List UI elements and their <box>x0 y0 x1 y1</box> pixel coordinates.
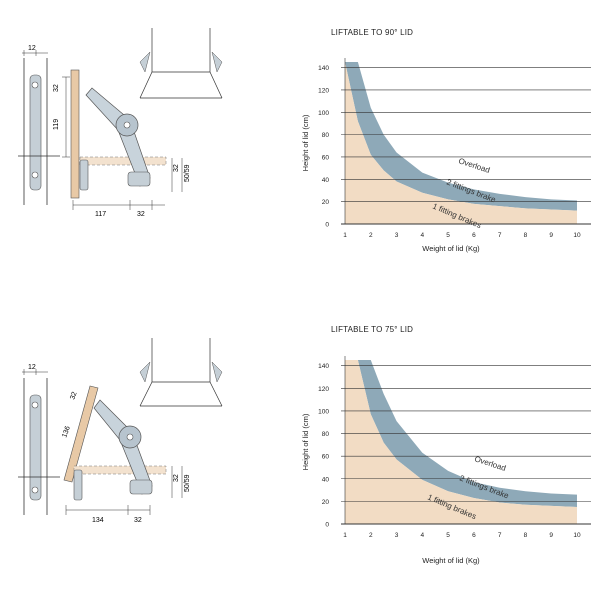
y-tick-label: 140 <box>318 363 329 370</box>
overload-band <box>345 62 577 211</box>
dim-height: 119 <box>53 119 60 130</box>
dim-right-b: 50/59 <box>184 474 191 492</box>
x-tick-label: 4 <box>421 532 425 539</box>
x-tick-label: 9 <box>549 532 553 539</box>
y-tick-label: 60 <box>322 154 330 161</box>
y-tick-label: 100 <box>318 408 329 415</box>
dim-arm-top: 32 <box>69 391 78 401</box>
region-annotation: Overload <box>457 156 491 175</box>
brake-region <box>345 62 577 224</box>
x-tick-label: 6 <box>472 232 476 239</box>
chart-title: LIFTABLE TO 90° LID <box>331 28 414 37</box>
y-tick-label: 140 <box>318 65 329 72</box>
x-axis-label: Weight of lid (Kg) <box>422 244 480 253</box>
x-tick-label: 4 <box>421 232 425 239</box>
dim-bottom-left: 117 <box>95 211 106 218</box>
panel-90: 12 32 119 117 32 32 50/59 LIFTABLE TO 90… <box>18 28 591 253</box>
y-tick-label: 0 <box>325 522 329 529</box>
y-axis-label: Height of lid (cm) <box>301 114 310 171</box>
chart-title: LIFTABLE TO 75° LID <box>331 325 414 334</box>
x-tick-label: 7 <box>498 532 502 539</box>
y-tick-label: 20 <box>322 499 330 506</box>
x-tick-label: 5 <box>446 532 450 539</box>
y-tick-label: 0 <box>325 222 329 229</box>
x-tick-label: 5 <box>446 232 450 239</box>
dim-top-width: 12 <box>28 45 36 52</box>
x-tick-label: 8 <box>524 532 528 539</box>
region-annotation: Overload <box>473 454 507 473</box>
side-view-left <box>18 369 60 515</box>
dim-bottom-left: 134 <box>92 517 104 524</box>
brake-region <box>345 360 577 524</box>
x-tick-label: 10 <box>573 532 581 539</box>
panel-75: 12 32 136 134 32 32 50/59 LIFTABLE TO 75… <box>0 300 600 600</box>
dim-right-a: 32 <box>173 474 180 482</box>
dim-right-b: 50/59 <box>184 164 191 182</box>
y-tick-label: 20 <box>322 199 330 206</box>
cabinet-thumbnail-75 <box>139 338 223 407</box>
x-tick-label: 1 <box>343 532 347 539</box>
x-tick-label: 2 <box>369 532 373 539</box>
dim-right-a: 32 <box>173 164 180 172</box>
chart-75: 0 20 40 60 80 100 120 140 1 2 3 4 5 6 7 8 9 10 Weight of l… <box>301 356 591 565</box>
dim-bottom-right: 32 <box>134 517 142 524</box>
x-tick-label: 6 <box>472 532 476 539</box>
dim-top-width: 12 <box>28 364 36 371</box>
dim-bottom-right: 32 <box>137 211 145 218</box>
mechanism-view <box>62 69 183 210</box>
x-axis-label: Weight of lid (Kg) <box>422 556 480 565</box>
mechanism-view <box>63 385 183 515</box>
side-view-left <box>18 50 60 205</box>
dim-height: 136 <box>61 425 72 438</box>
x-tick-label: 2 <box>369 232 373 239</box>
x-tick-label: 7 <box>498 232 502 239</box>
y-tick-label: 60 <box>322 454 330 461</box>
hinge-drawing-75: 12 32 136 134 32 32 50/59 <box>18 338 223 524</box>
x-tick-label: 3 <box>395 232 399 239</box>
x-tick-label: 9 <box>549 232 553 239</box>
y-tick-label: 40 <box>322 476 330 483</box>
y-tick-label: 40 <box>322 177 330 184</box>
chart-90: 0 20 40 60 80 100 120 140 1 2 3 4 5 6 7 8 9 10 Weight of l… <box>301 58 591 253</box>
y-tick-label: 80 <box>322 132 330 139</box>
y-tick-label: 120 <box>318 386 329 393</box>
x-tick-label: 8 <box>524 232 528 239</box>
dim-arm-top: 32 <box>53 84 60 92</box>
y-tick-label: 120 <box>318 87 329 94</box>
x-tick-label: 3 <box>395 532 399 539</box>
x-tick-label: 1 <box>343 232 347 239</box>
x-tick-label: 10 <box>573 232 581 239</box>
hinge-drawing-90: 12 32 119 117 32 32 50/59 <box>18 28 223 218</box>
y-axis-label: Height of lid (cm) <box>301 413 310 470</box>
y-tick-label: 80 <box>322 431 330 438</box>
y-tick-label: 100 <box>318 110 329 117</box>
cabinet-thumbnail-90 <box>139 28 223 99</box>
